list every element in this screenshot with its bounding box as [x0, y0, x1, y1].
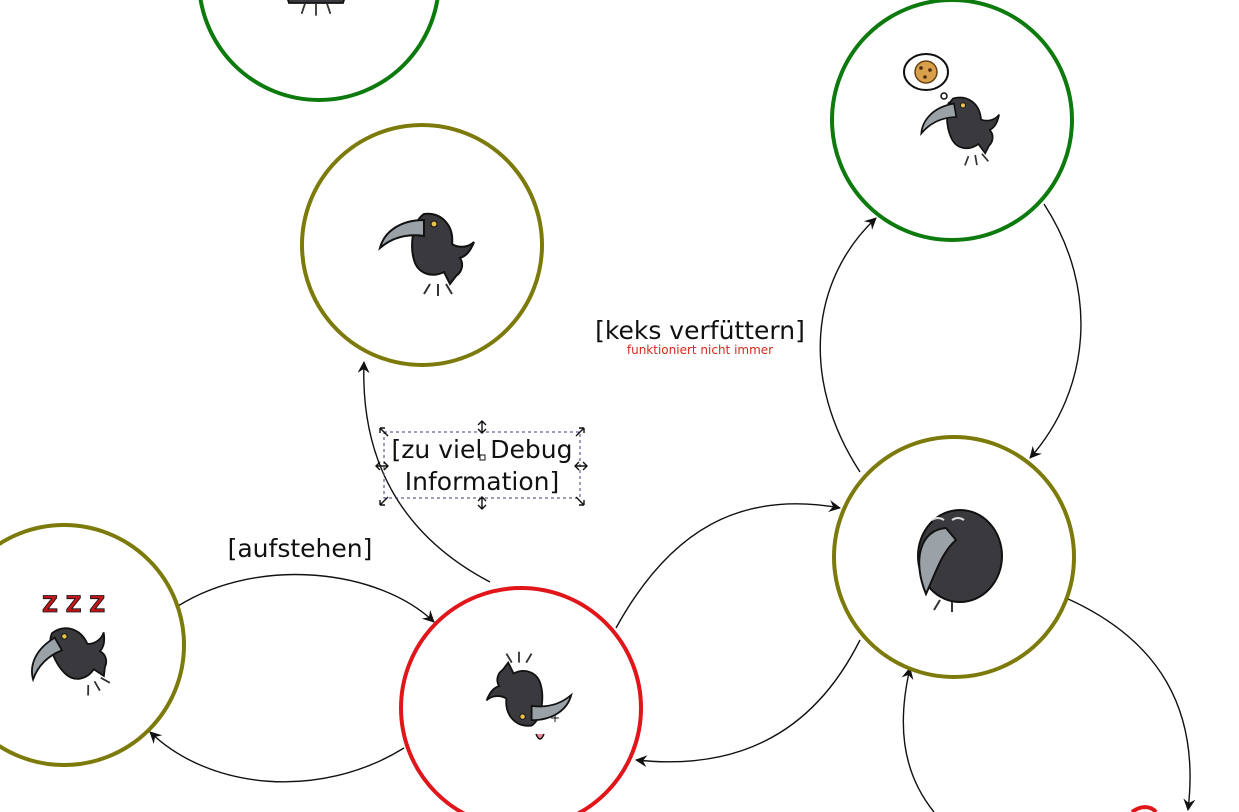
handle-top — [477, 420, 487, 434]
arrow-up-to-tired — [901, 667, 935, 812]
state-dead: + — [399, 586, 643, 812]
label-keks: [keks verfüttern] — [595, 316, 805, 345]
arrow-down-right — [1065, 597, 1196, 811]
arrow-to-dead-from-tired — [635, 639, 861, 768]
raven-tired-icon — [917, 509, 1003, 612]
state-grumpy — [300, 123, 544, 367]
handle-top-right — [575, 427, 585, 437]
label-keks-note: funktioniert nicht immer — [627, 343, 773, 357]
raven-dreaming-cookie-icon — [903, 53, 1008, 175]
svg-text:Z Z Z: Z Z Z — [42, 593, 105, 618]
state-tired — [832, 435, 1076, 679]
arrow-to-grumpy — [357, 361, 491, 583]
svg-text:+: + — [550, 711, 560, 725]
center-handle[interactable] — [479, 454, 486, 461]
state-top-left — [198, 0, 440, 102]
handle-left — [375, 461, 389, 471]
debug-label-group[interactable]: [zu viel Debug Information] — [375, 420, 588, 510]
handle-bottom-right — [575, 496, 585, 506]
handle-bottom-left — [379, 496, 389, 506]
handle-bottom — [477, 496, 487, 510]
raven-icon — [287, 0, 345, 16]
raven-dead-icon: + — [485, 650, 573, 740]
arrow-to-tired-from-cookie — [1029, 203, 1082, 459]
arrow-to-tired-from-dead — [615, 500, 841, 629]
offscreen-state-edge — [1130, 805, 1158, 812]
handle-right — [574, 461, 588, 471]
state-sleeping: Z Z Z — [0, 523, 186, 767]
arrow-keks — [819, 217, 877, 473]
resize-handles[interactable] — [375, 420, 588, 510]
arrow-to-sleeping — [149, 731, 405, 783]
transitions — [149, 203, 1196, 812]
state-dreaming-cookie — [830, 0, 1074, 242]
arrow-aufstehen — [177, 573, 435, 623]
label-debug-line2: Information] — [405, 467, 559, 496]
label-aufstehen: [aufstehen] — [228, 534, 373, 563]
raven-sleeping-icon: Z Z Z — [16, 593, 129, 718]
handle-top-left — [379, 427, 389, 437]
